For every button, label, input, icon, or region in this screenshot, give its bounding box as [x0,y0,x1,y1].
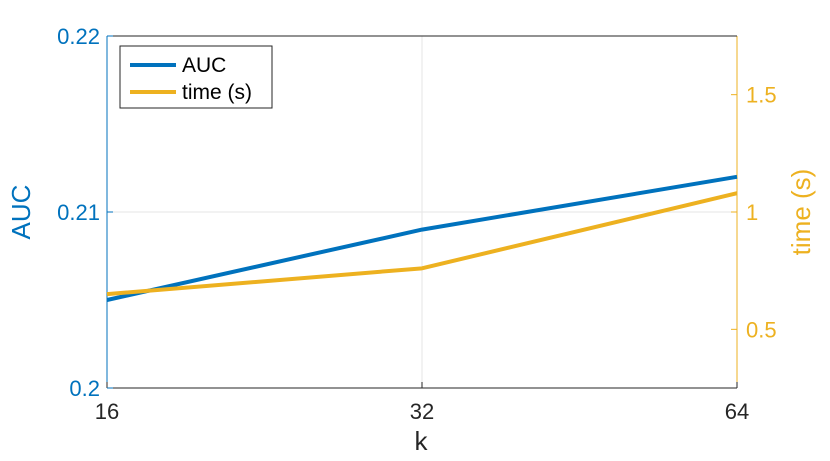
y-axis-left-label: AUC [6,185,36,240]
x-tick-label: 64 [725,399,749,424]
legend-entry-time: time (s) [182,81,252,104]
x-axis-label: k [415,426,429,456]
y-right-tick-label: 0.5 [746,317,777,342]
legend-entry-auc: AUC [182,54,226,77]
series-lines [106,174,738,302]
legend-box [119,45,273,109]
y-left-tick-label: 0.21 [57,200,100,225]
series-line-auc [106,174,738,302]
y-left-tick-label: 0.2 [69,376,100,401]
legend: AUC time (s) [119,45,273,109]
y-left-tick-label: 0.22 [57,24,100,49]
x-tick-label: 32 [410,399,434,424]
x-tick-label: 16 [95,399,119,424]
y-right-tick-label: 1 [746,200,758,225]
y-right-tick-label: 1.5 [746,83,777,108]
series-line-time [106,191,738,297]
tick-labels: 16 32 64 0.2 0.21 0.22 0.5 1 1.5 [57,24,776,424]
y-axis-right-label: time (s) [786,169,816,256]
